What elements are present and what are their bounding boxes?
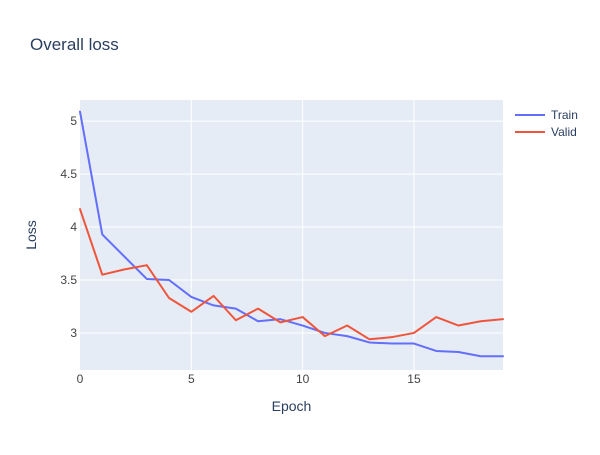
plot-background bbox=[80, 100, 503, 370]
y-tick-label: 5 bbox=[70, 114, 77, 128]
legend-label-train: Train bbox=[551, 108, 578, 122]
y-axis-label: Loss bbox=[23, 220, 39, 250]
x-tick-label: 15 bbox=[407, 372, 421, 386]
legend-label-valid: Valid bbox=[551, 125, 577, 139]
legend-item-valid[interactable]: Valid bbox=[515, 125, 577, 139]
x-tick-label: 10 bbox=[296, 372, 310, 386]
series-lines bbox=[79, 110, 504, 358]
y-tick-label: 4 bbox=[70, 220, 77, 234]
legend[interactable]: Train Valid bbox=[515, 108, 578, 139]
y-axis-ticks: 3 3.5 4 4.5 5 bbox=[60, 114, 77, 340]
legend-item-train[interactable]: Train bbox=[515, 108, 578, 122]
y-tick-label: 3.5 bbox=[60, 273, 77, 287]
x-tick-label: 0 bbox=[77, 372, 84, 386]
y-tick-label: 4.5 bbox=[60, 167, 77, 181]
y-tick-label: 3 bbox=[70, 326, 77, 340]
x-axis-ticks: 0 5 10 15 bbox=[77, 372, 421, 386]
series-line-valid bbox=[79, 208, 504, 341]
series-line-train bbox=[79, 110, 504, 358]
x-tick-label: 5 bbox=[188, 372, 195, 386]
chart-title: Overall loss bbox=[30, 35, 119, 54]
x-axis-label: Epoch bbox=[272, 398, 312, 414]
